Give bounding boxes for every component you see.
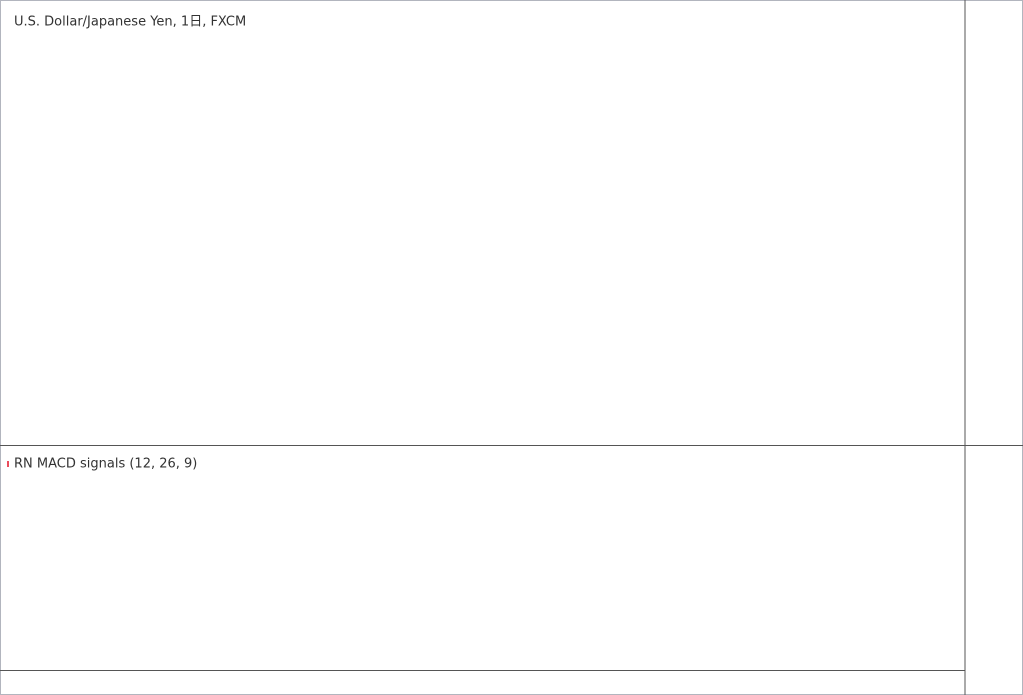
chart-title: U.S. Dollar/Japanese Yen, 1日, FXCM xyxy=(14,15,246,30)
indicator-marker xyxy=(7,461,9,467)
indicator-title: RN MACD signals (12, 26, 9) xyxy=(14,457,197,472)
